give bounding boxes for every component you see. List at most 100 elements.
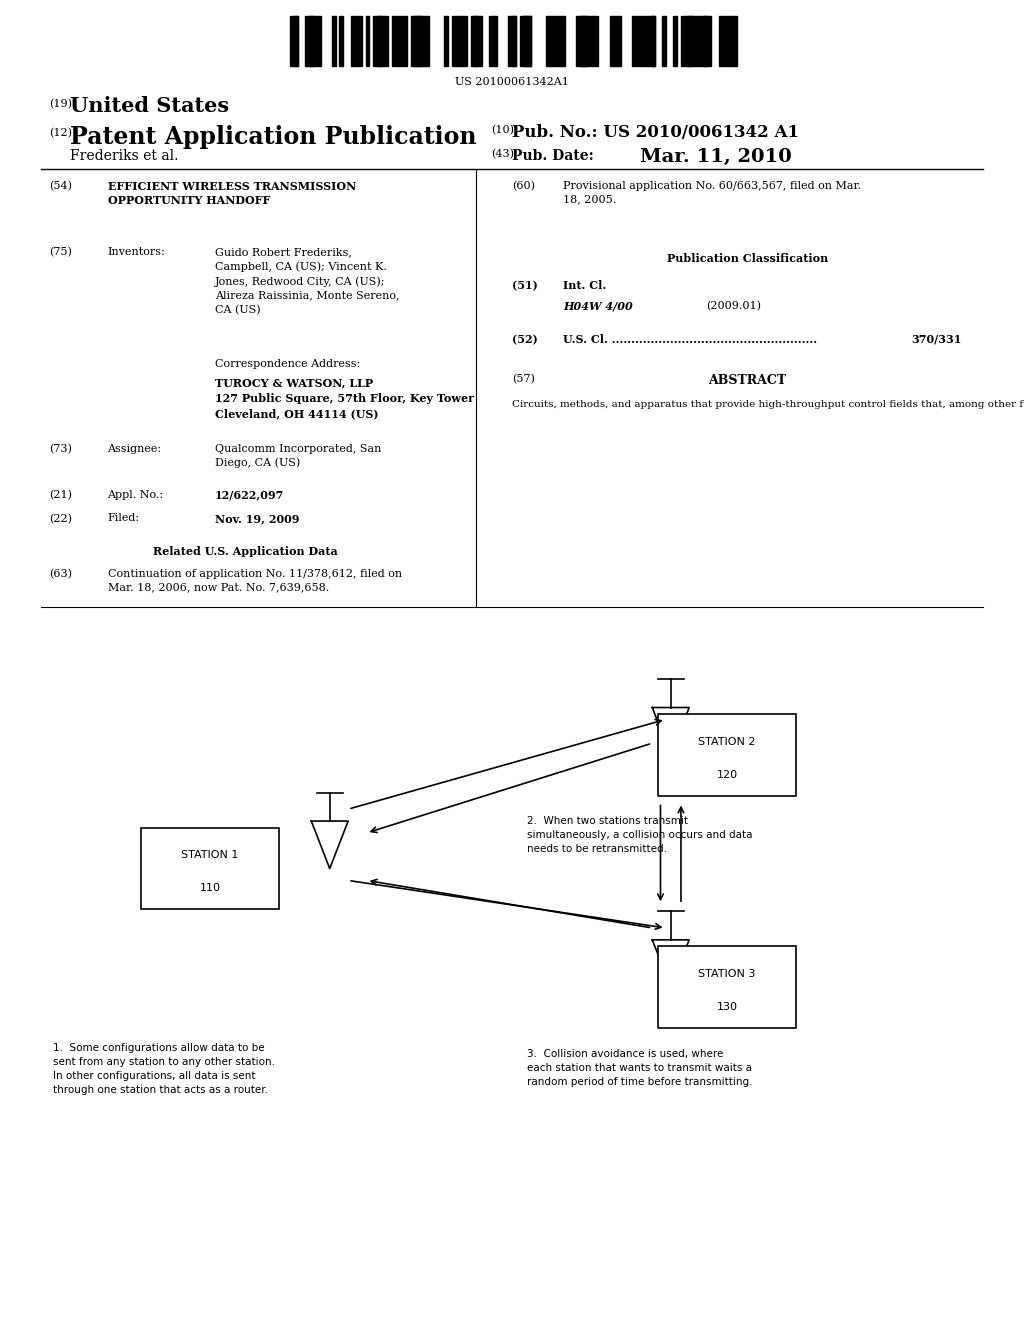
Bar [726,16,730,66]
Text: (52): (52) [512,334,538,345]
Bar [546,16,550,66]
Bar [719,16,726,66]
Text: (73): (73) [49,444,72,454]
Text: 3.  Collision avoidance is used, where
each station that wants to transmit waits: 3. Collision avoidance is used, where ea… [527,1049,753,1088]
Bar [366,16,370,66]
Bar [696,16,699,66]
Bar [305,16,313,66]
Text: (2009.01): (2009.01) [707,301,762,312]
Text: (12): (12) [49,128,72,139]
Text: United States: United States [70,96,228,116]
Bar [332,16,336,66]
Bar [350,16,358,66]
Bar [339,16,343,66]
Text: (19): (19) [49,99,72,110]
Bar [643,16,654,66]
Text: Publication Classification: Publication Classification [667,253,828,264]
Text: Related U.S. Application Data: Related U.S. Application Data [154,546,338,557]
Bar [460,16,467,66]
Bar [688,16,696,66]
Text: Int. Cl.: Int. Cl. [563,280,606,290]
Text: 130: 130 [717,1002,737,1012]
Bar [657,714,797,796]
Text: Qualcomm Incorporated, San
Diego, CA (US): Qualcomm Incorporated, San Diego, CA (US… [215,444,381,469]
Text: 1.  Some configurations allow data to be
sent from any station to any other stat: 1. Some configurations allow data to be … [53,1043,275,1094]
Bar [140,828,279,909]
Text: TUROCY & WATSON, LLP
127 Public Square, 57th Floor, Key Tower
Cleveland, OH 4411: TUROCY & WATSON, LLP 127 Public Square, … [215,378,474,420]
Bar [373,16,384,66]
Bar [444,16,449,66]
Bar [384,16,388,66]
Bar [456,16,460,66]
Text: (10): (10) [492,125,514,136]
Text: H04W 4/00: H04W 4/00 [563,301,633,312]
Text: (54): (54) [49,181,72,191]
Text: Frederiks et al.: Frederiks et al. [70,149,178,164]
Text: Pub. Date:: Pub. Date: [512,149,594,164]
Text: (51): (51) [512,280,538,290]
Text: Assignee:: Assignee: [108,444,162,454]
Bar [699,16,708,66]
Text: EFFICIENT WIRELESS TRANSMISSION
OPPORTUNITY HANDOFF: EFFICIENT WIRELESS TRANSMISSION OPPORTUN… [108,181,355,206]
Text: U.S. Cl. .....................................................: U.S. Cl. ...............................… [563,334,817,345]
Text: 12/622,097: 12/622,097 [215,490,285,500]
Bar [575,16,584,66]
Text: Mar. 11, 2010: Mar. 11, 2010 [640,148,792,166]
Text: Patent Application Publication: Patent Application Publication [70,125,476,149]
Text: Inventors:: Inventors: [108,247,165,257]
Bar [415,16,422,66]
Text: (21): (21) [49,490,72,500]
Bar [471,16,478,66]
Text: STATION 2: STATION 2 [698,737,756,747]
Bar [392,16,395,66]
Text: STATION 1: STATION 1 [181,850,239,861]
Text: ABSTRACT: ABSTRACT [709,374,786,387]
Bar [733,16,737,66]
Text: (75): (75) [49,247,72,257]
Bar [550,16,561,66]
Text: (57): (57) [512,374,535,384]
Bar [681,16,692,66]
Bar [313,16,321,66]
Text: STATION 3: STATION 3 [698,969,756,979]
Bar [674,16,677,66]
Text: Filed:: Filed: [108,513,139,524]
Text: 2.  When two stations transmit
simultaneously, a collision occurs and data
needs: 2. When two stations transmit simultaneo… [527,816,753,854]
Bar [474,16,482,66]
Bar [508,16,516,66]
Bar [632,16,636,66]
Bar [294,16,298,66]
Bar [708,16,711,66]
Text: (60): (60) [512,181,535,191]
Text: US 20100061342A1: US 20100061342A1 [455,77,569,87]
Text: Circuits, methods, and apparatus that provide high-throughput control fields tha: Circuits, methods, and apparatus that pr… [512,400,1024,409]
Bar [309,16,313,66]
Bar [636,16,643,66]
Bar [591,16,598,66]
Bar [512,16,516,66]
Text: Pub. No.: US 2010/0061342 A1: Pub. No.: US 2010/0061342 A1 [512,124,799,141]
Text: 370/331: 370/331 [911,334,962,345]
Bar [377,16,381,66]
Bar [703,16,708,66]
Bar [584,16,587,66]
Bar [403,16,407,66]
Text: Appl. No.:: Appl. No.: [108,490,164,500]
Bar [418,16,429,66]
Bar [609,16,617,66]
Text: 110: 110 [200,883,220,894]
Bar [452,16,456,66]
Bar [561,16,564,66]
Text: Continuation of application No. 11/378,612, filed on
Mar. 18, 2006, now Pat. No.: Continuation of application No. 11/378,6… [108,569,401,593]
Bar [663,16,666,66]
Text: (43): (43) [492,149,514,160]
Bar [358,16,361,66]
Bar [489,16,497,66]
Text: Nov. 19, 2009: Nov. 19, 2009 [215,513,300,524]
Bar [291,16,298,66]
Bar [617,16,621,66]
Text: Guido Robert Frederiks,
Campbell, CA (US); Vincent K.
Jones, Redwood City, CA (U: Guido Robert Frederiks, Campbell, CA (US… [215,247,399,315]
Bar [587,16,591,66]
Bar [730,16,733,66]
Text: (63): (63) [49,569,72,579]
